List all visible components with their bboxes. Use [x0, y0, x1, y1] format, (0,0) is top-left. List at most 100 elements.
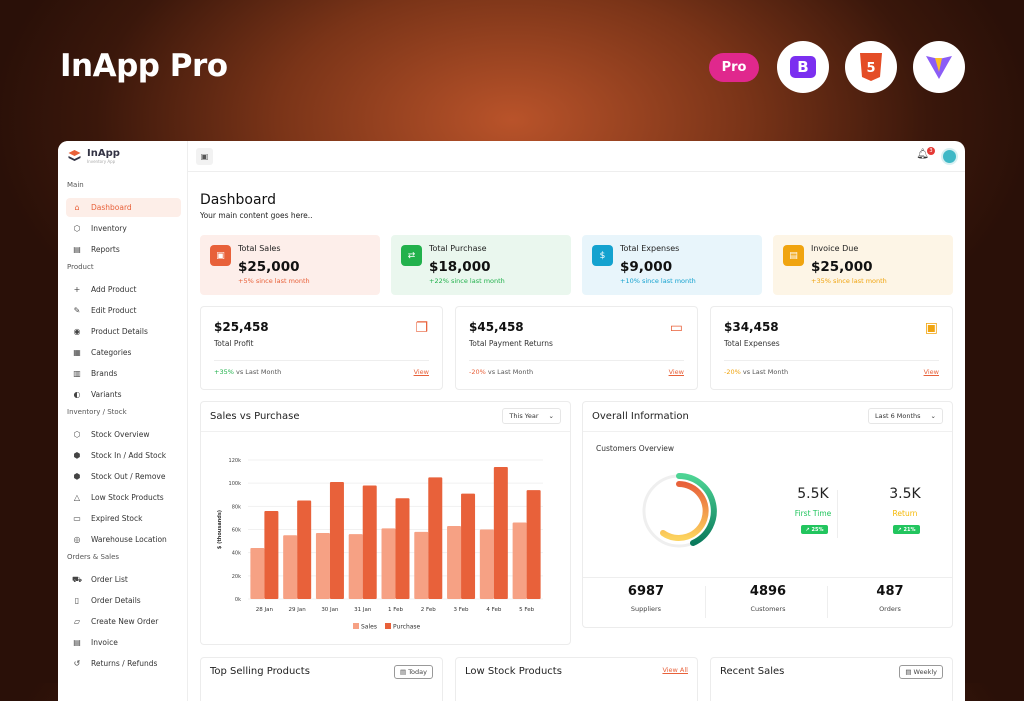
bell-icon[interactable]: 🔔︎ [916, 149, 929, 160]
sidebar-toggle-button[interactable]: ▣ [196, 148, 213, 165]
app-window: InApp Inventory App Main ⌂ Dashboard ⬡ Invent… [58, 141, 965, 701]
sidebar-item-label: Inventory [91, 224, 127, 233]
warning-icon: △ [73, 493, 81, 502]
period-dropdown[interactable]: This Year ⌄ [502, 408, 561, 424]
page-title: Dashboard [200, 192, 276, 208]
calendar-icon: ▭ [73, 514, 81, 523]
bar-sales [348, 534, 363, 599]
sidebar-item-create-new-order[interactable]: ▱ Create New Order [66, 612, 181, 631]
x-tick-label: 28 Jan [256, 607, 274, 613]
y-tick-label: 20k [232, 574, 241, 580]
chevron-down-icon: ⌄ [548, 412, 554, 420]
box-icon: ⬡ [73, 224, 81, 233]
bar-purchase [264, 510, 279, 599]
sidebar-item-label: Stock In / Add Stock [91, 451, 167, 460]
panel-title: Recent Sales [720, 666, 785, 677]
sidebar-item-variants[interactable]: ◐ Variants [66, 385, 181, 404]
sidebar-item-order-list[interactable]: ⛟ Order List [66, 570, 181, 589]
bar-sales [414, 531, 429, 599]
bar-sales [315, 532, 330, 599]
period-button[interactable]: ▤ Weekly [899, 665, 943, 679]
sidebar-item-invoice[interactable]: ▤ Invoice [66, 633, 181, 652]
kpi-value: $34,458 [724, 320, 779, 334]
y-tick-label: 80k [232, 504, 241, 510]
sidebar-item-label: Returns / Refunds [91, 659, 158, 668]
view-link[interactable]: View [413, 368, 429, 376]
sidebar-item-add-product[interactable]: + Add Product [66, 280, 181, 299]
sidebar-item-dashboard[interactable]: ⌂ Dashboard [66, 198, 181, 217]
view-link[interactable]: View [668, 368, 684, 376]
bar-purchase [493, 466, 508, 599]
legend-label: Sales [361, 624, 377, 631]
svg-text:5: 5 [866, 61, 875, 76]
sidebar-item-expired-stock[interactable]: ▭ Expired Stock [66, 509, 181, 528]
stat-icon: ⇄ [401, 245, 422, 266]
x-tick-label: 31 Jan [354, 607, 372, 613]
stat-title: Total Sales [238, 244, 281, 253]
sidebar-item-label: Order Details [91, 596, 141, 605]
first-time-arc [676, 473, 717, 546]
x-tick-label: 29 Jan [289, 607, 307, 613]
period-dropdown[interactable]: Last 6 Months ⌄ [867, 408, 943, 424]
sidebar-item-low-stock-products[interactable]: △ Low Stock Products [66, 488, 181, 507]
y-axis-label: $ (thousands) [217, 510, 223, 549]
sidebar-item-label: Add Product [91, 285, 137, 294]
sidebar-item-stock-out-remove[interactable]: ⬢ Stock Out / Remove [66, 467, 181, 486]
return-value: 3.5K [889, 486, 921, 502]
vite-icon [913, 41, 965, 93]
pin-icon: ◎ [73, 535, 81, 544]
sidebar-item-warehouse-location[interactable]: ◎ Warehouse Location [66, 530, 181, 549]
sidebar-item-inventory[interactable]: ⬡ Inventory [66, 219, 181, 238]
bar-purchase [428, 477, 443, 599]
avatar[interactable] [941, 148, 958, 165]
bottom-panel: Low Stock Products View All [455, 657, 698, 701]
sidebar-item-product-details[interactable]: ◉ Product Details [66, 322, 181, 341]
sidebar-item-brands[interactable]: ▥ Brands [66, 364, 181, 383]
stat-icon: ▤ [783, 245, 804, 266]
bar-sales [447, 526, 462, 599]
kpi-card: $34,458 Total Expenses ▣ -20% vs Last Month… [710, 306, 953, 390]
dropdown-value: Last 6 Months [874, 412, 921, 420]
first-time-label: First Time [794, 509, 832, 518]
legend-label: Purchase [393, 624, 421, 631]
sidebar-section-label: Product [67, 263, 94, 271]
sidebar-item-reports[interactable]: ▤ Reports [66, 240, 181, 259]
total-orders: 487 Orders [876, 584, 904, 613]
grid-icon: ▦ [73, 348, 81, 357]
brand-icon: ▥ [73, 369, 81, 378]
y-tick-label: 0k [235, 597, 241, 603]
kpi-title: Total Profit [214, 339, 254, 348]
sidebar-item-label: Product Details [91, 327, 148, 336]
sidebar-item-label: Stock Out / Remove [91, 472, 166, 481]
kpi-title: Total Expenses [724, 339, 780, 348]
sidebar-item-categories[interactable]: ▦ Categories [66, 343, 181, 362]
hero-title: InApp Pro [60, 48, 228, 84]
return-badge: ↗ 21% [893, 525, 920, 534]
sidebar-item-order-details[interactable]: ▯ Order Details [66, 591, 181, 610]
stat-value: $25,000 [811, 259, 873, 275]
sidebar-item-stock-in-add-stock[interactable]: ⬢ Stock In / Add Stock [66, 446, 181, 465]
doc-icon: ▯ [74, 596, 80, 605]
bottom-panel: Recent Sales ▤ Weekly [710, 657, 953, 701]
sidebar-section-label: Orders & Sales [67, 553, 120, 561]
view-all-link[interactable]: View All [662, 666, 688, 674]
page-subtitle: Your main content goes here.. [200, 211, 313, 220]
stat-card: ▤ Invoice Due $25,000 +35% since last month [773, 235, 953, 295]
bar-sales [250, 548, 265, 599]
sidebar-item-edit-product[interactable]: ✎ Edit Product [66, 301, 181, 320]
sidebar-item-label: Reports [91, 245, 120, 254]
sidebar-item-returns-refunds[interactable]: ↺ Returns / Refunds [66, 654, 181, 673]
sidebar-item-label: Edit Product [91, 306, 137, 315]
sidebar-item-label: Stock Overview [91, 430, 150, 439]
total-suppliers: 6987 Suppliers [627, 584, 665, 613]
return-label: Return [892, 509, 918, 518]
stat-value: $9,000 [620, 259, 673, 275]
view-link[interactable]: View [923, 368, 939, 376]
palette-icon: ◐ [73, 390, 81, 399]
box-icon: ⬡ [73, 430, 81, 439]
kpi-card: $25,458 Total Profit ❐ +35% vs Last Month Vi… [200, 306, 443, 390]
sidebar-item-stock-overview[interactable]: ⬡ Stock Overview [66, 425, 181, 444]
sidebar-section-label: Main [67, 181, 84, 189]
x-tick-label: 30 Jan [321, 607, 339, 613]
period-button[interactable]: ▤ Today [393, 665, 433, 679]
